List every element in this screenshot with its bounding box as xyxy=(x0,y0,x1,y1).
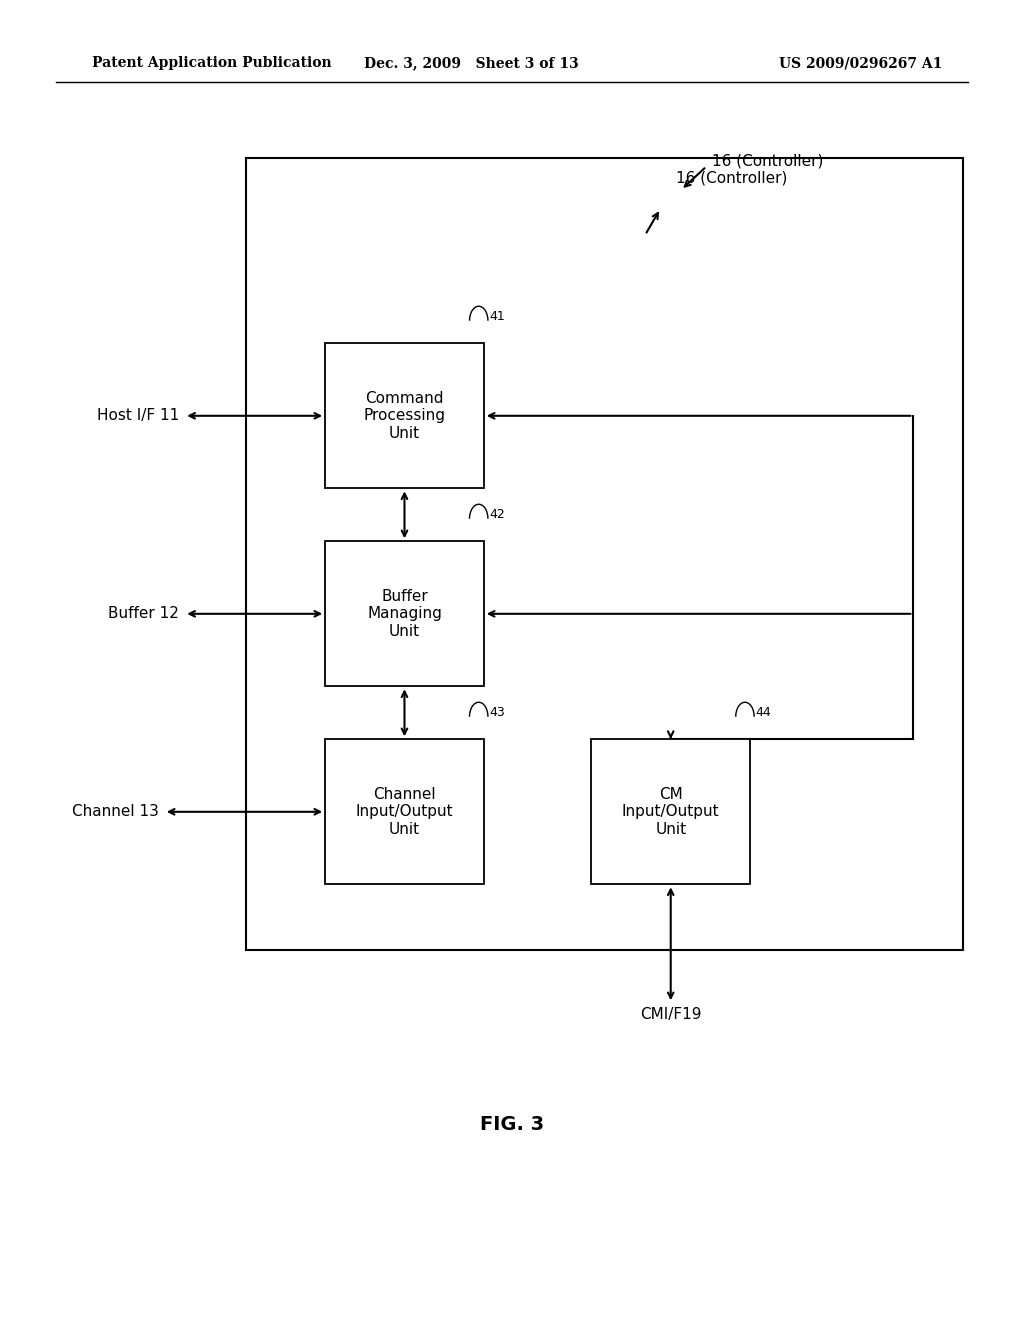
Text: Channel
Input/Output
Unit: Channel Input/Output Unit xyxy=(355,787,454,837)
FancyBboxPatch shape xyxy=(326,739,484,884)
Text: 42: 42 xyxy=(489,508,505,521)
Text: 44: 44 xyxy=(756,706,771,719)
Text: Patent Application Publication: Patent Application Publication xyxy=(92,57,332,70)
Text: Host I/F 11: Host I/F 11 xyxy=(97,408,179,424)
Text: 16 (Controller): 16 (Controller) xyxy=(712,153,823,169)
FancyBboxPatch shape xyxy=(326,343,484,488)
Text: FIG. 3: FIG. 3 xyxy=(480,1115,544,1134)
Text: Buffer
Managing
Unit: Buffer Managing Unit xyxy=(367,589,442,639)
Text: Channel 13: Channel 13 xyxy=(72,804,159,820)
Text: CMI/F19: CMI/F19 xyxy=(640,1007,701,1022)
Text: CM
Input/Output
Unit: CM Input/Output Unit xyxy=(622,787,720,837)
Text: 43: 43 xyxy=(489,706,505,719)
Text: 16 (Controller): 16 (Controller) xyxy=(676,170,787,186)
Text: 41: 41 xyxy=(489,310,505,323)
Text: Command
Processing
Unit: Command Processing Unit xyxy=(364,391,445,441)
FancyBboxPatch shape xyxy=(592,739,750,884)
Text: US 2009/0296267 A1: US 2009/0296267 A1 xyxy=(778,57,942,70)
Text: Buffer 12: Buffer 12 xyxy=(109,606,179,622)
FancyBboxPatch shape xyxy=(326,541,484,686)
FancyBboxPatch shape xyxy=(246,158,963,950)
Text: Dec. 3, 2009   Sheet 3 of 13: Dec. 3, 2009 Sheet 3 of 13 xyxy=(364,57,579,70)
